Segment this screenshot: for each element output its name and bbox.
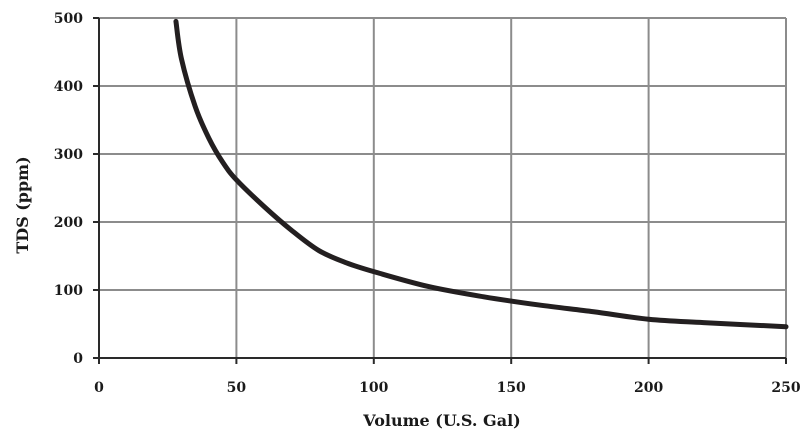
horizontal-gridlines: [99, 17, 786, 291]
x-axis-title: Volume (U.S. Gal): [362, 411, 520, 430]
y-tick-label: 300: [54, 147, 83, 163]
series-line: [173, 18, 789, 330]
vertical-gridlines: [235, 18, 787, 358]
y-tick-label: 500: [54, 11, 83, 27]
x-tick-label: 250: [771, 380, 800, 396]
x-tick-label: 200: [634, 380, 663, 396]
y-tick-label: 400: [54, 79, 83, 95]
x-tick-labels: 0 50 100 150 200 250: [94, 358, 801, 396]
y-tick-labels: 0 100 200 300 400 500: [54, 11, 99, 367]
x-tick-label: 100: [359, 380, 388, 396]
y-tick-label: 100: [54, 283, 83, 299]
series-group: [173, 18, 789, 330]
y-axis-title: TDS (ppm): [13, 156, 32, 253]
y-tick-label: 0: [73, 351, 83, 367]
x-tick-label: 150: [497, 380, 526, 396]
x-tick-label: 0: [94, 380, 104, 396]
x-tick-label: 50: [227, 380, 247, 396]
y-tick-label: 200: [54, 215, 83, 231]
